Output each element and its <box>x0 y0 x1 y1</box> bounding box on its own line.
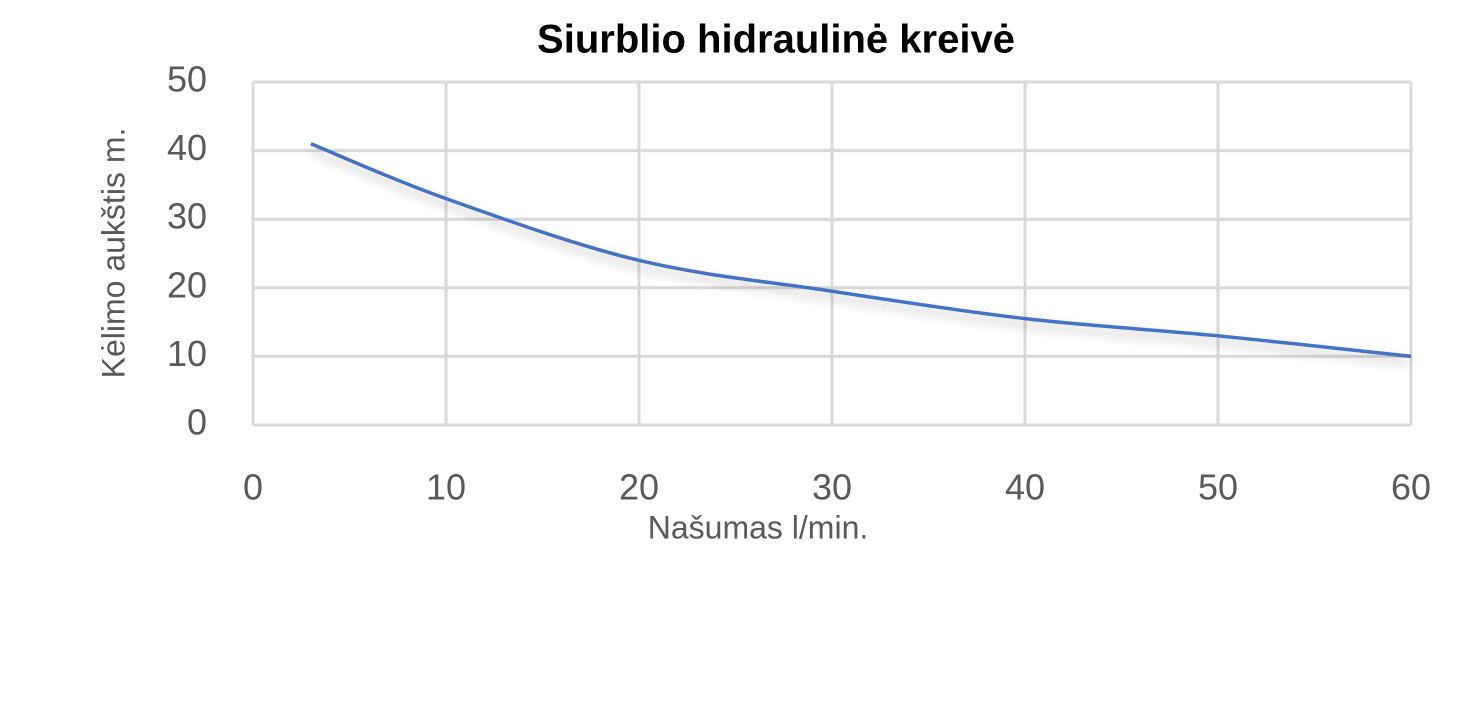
y-tick-label: 20 <box>167 264 207 305</box>
x-tick-label: 60 <box>1391 467 1431 508</box>
y-tick-label: 0 <box>187 402 207 443</box>
y-tick-label: 40 <box>167 127 207 168</box>
x-tick-label: 40 <box>1005 467 1045 508</box>
chart-title: Siurblio hidraulinė kreivė <box>537 18 1015 62</box>
y-tick-label: 50 <box>167 59 207 100</box>
y-tick-label: 30 <box>167 196 207 237</box>
y-axis-label: Kėlimo aukštis m. <box>95 128 131 379</box>
x-tick-label: 20 <box>619 467 659 508</box>
x-tick-label: 50 <box>1198 467 1238 508</box>
x-tick-label: 30 <box>812 467 852 508</box>
y-tick-label: 10 <box>167 333 207 374</box>
x-axis-label: Našumas l/min. <box>648 509 869 545</box>
line-series <box>310 142 1412 359</box>
x-tick-label: 10 <box>426 467 466 508</box>
x-tick-label: 0 <box>243 467 263 508</box>
